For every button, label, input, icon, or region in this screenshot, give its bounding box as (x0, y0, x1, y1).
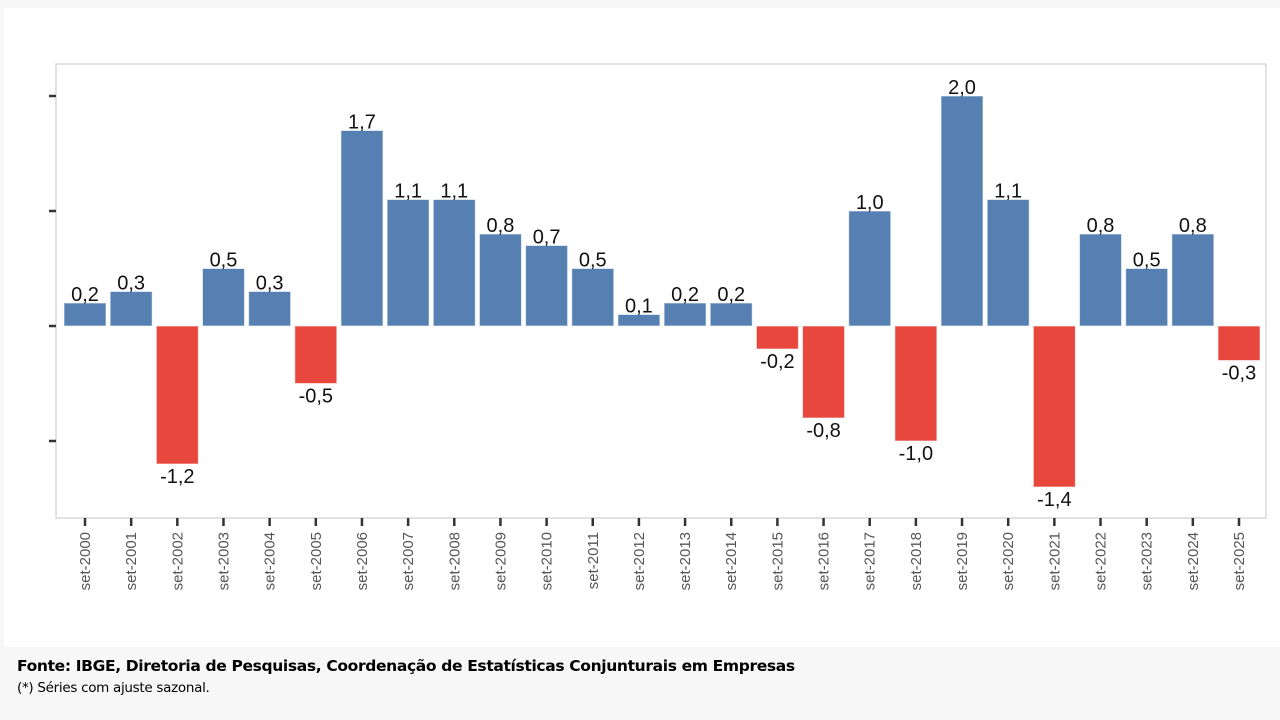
data-label: 1,0 (856, 192, 884, 214)
bar (617, 314, 661, 327)
source-text: Fonte: IBGE, Diretoria de Pesquisas, Coo… (17, 657, 795, 675)
bar (109, 291, 153, 327)
x-tick-label: set-2018 (908, 532, 925, 590)
x-tick-label: set-2022 (1093, 532, 1110, 590)
data-label: 0,3 (256, 273, 284, 295)
data-label: 2,0 (948, 77, 976, 99)
data-label: 0,5 (579, 250, 607, 272)
x-tick-label: set-2017 (862, 532, 879, 590)
x-tick-label: set-2000 (77, 532, 94, 590)
data-label: 0,5 (1133, 250, 1161, 272)
x-tick-label: set-2021 (1046, 532, 1063, 590)
bar (940, 95, 984, 327)
x-tick-label: set-2025 (1231, 532, 1248, 590)
data-label: -0,8 (806, 420, 840, 442)
bar (755, 325, 799, 350)
bar (294, 325, 338, 384)
bar (63, 302, 107, 327)
x-tick-label: set-2024 (1185, 532, 1202, 590)
data-label: 1,1 (440, 181, 468, 203)
x-tick-label: set-2007 (400, 532, 417, 590)
bars (63, 95, 1261, 488)
data-label: -1,2 (160, 466, 194, 488)
bar (525, 245, 569, 327)
bar (709, 302, 753, 327)
x-tick-label: set-2001 (123, 532, 140, 590)
bar (1125, 268, 1169, 327)
x-tick-label: set-2002 (169, 532, 186, 590)
x-tick-label: set-2005 (308, 532, 325, 590)
data-label: -0,2 (760, 351, 794, 373)
y-axis (49, 94, 56, 443)
x-tick-label: set-2016 (816, 532, 833, 590)
x-tick-label: set-2008 (446, 532, 463, 590)
bar (248, 291, 292, 327)
bar (340, 130, 384, 327)
data-label: 1,1 (994, 181, 1022, 203)
data-label: 0,8 (487, 215, 515, 237)
footer: Fonte: IBGE, Diretoria de Pesquisas, Coo… (17, 654, 795, 698)
note-text: (*) Séries com ajuste sazonal. (17, 680, 210, 696)
bar (663, 302, 707, 327)
x-tick-label: set-2006 (354, 532, 371, 590)
data-label: 0,8 (1087, 215, 1115, 237)
bar (155, 325, 199, 465)
bar (986, 199, 1030, 327)
data-labels: 0,2 0,3 -1,2 0,5 0,3 -0,5 1,7 1,1 1,1 0,8 0,7 0,5 0,… (71, 77, 1256, 511)
bar (1079, 233, 1123, 327)
plot-area-border (55, 63, 1267, 519)
data-label: 1,1 (394, 181, 422, 203)
bar (386, 199, 430, 327)
data-label: 0,2 (671, 284, 699, 306)
x-tick-label: set-2010 (539, 532, 556, 590)
bar (1217, 325, 1261, 361)
bar (432, 199, 476, 327)
data-label: -0,3 (1222, 363, 1256, 385)
x-tick-label: set-2012 (631, 532, 648, 590)
x-tick-label: set-2013 (677, 532, 694, 590)
x-axis: set-2000 set-2001 set-2002 set-2003 set-2004… (77, 518, 1248, 590)
bar (571, 268, 615, 327)
data-label: -1,0 (899, 443, 933, 465)
x-tick-label: set-2020 (1000, 532, 1017, 590)
bar (201, 268, 245, 327)
x-tick-label: set-2023 (1139, 532, 1156, 590)
x-tick-label: set-2004 (262, 532, 279, 590)
bar (478, 233, 522, 327)
bar (848, 210, 892, 327)
x-tick-label: set-2011 (585, 532, 602, 589)
data-label: -0,5 (299, 386, 333, 408)
data-label: 1,7 (348, 112, 376, 134)
data-label: 0,2 (717, 284, 745, 306)
bar (1032, 325, 1076, 488)
bar-chart: 0,2 0,3 -1,2 0,5 0,3 -0,5 1,7 1,1 1,1 0,8 0,7 0,5 0,… (49, 63, 1267, 590)
x-tick-label: set-2014 (723, 532, 740, 590)
bar (1171, 233, 1215, 327)
x-tick-label: set-2003 (215, 532, 232, 590)
data-label: 0,7 (533, 227, 561, 249)
data-label: 0,8 (1179, 215, 1207, 237)
data-label: 0,2 (71, 284, 99, 306)
data-label: 0,5 (210, 250, 238, 272)
data-label: 0,3 (117, 273, 145, 295)
data-label: -1,4 (1037, 489, 1071, 511)
data-label: 0,1 (625, 296, 653, 318)
x-tick-label: set-2009 (492, 532, 509, 590)
bar (894, 325, 938, 442)
x-tick-label: set-2019 (954, 532, 971, 590)
x-tick-label: set-2015 (769, 532, 786, 590)
bar (802, 325, 846, 419)
